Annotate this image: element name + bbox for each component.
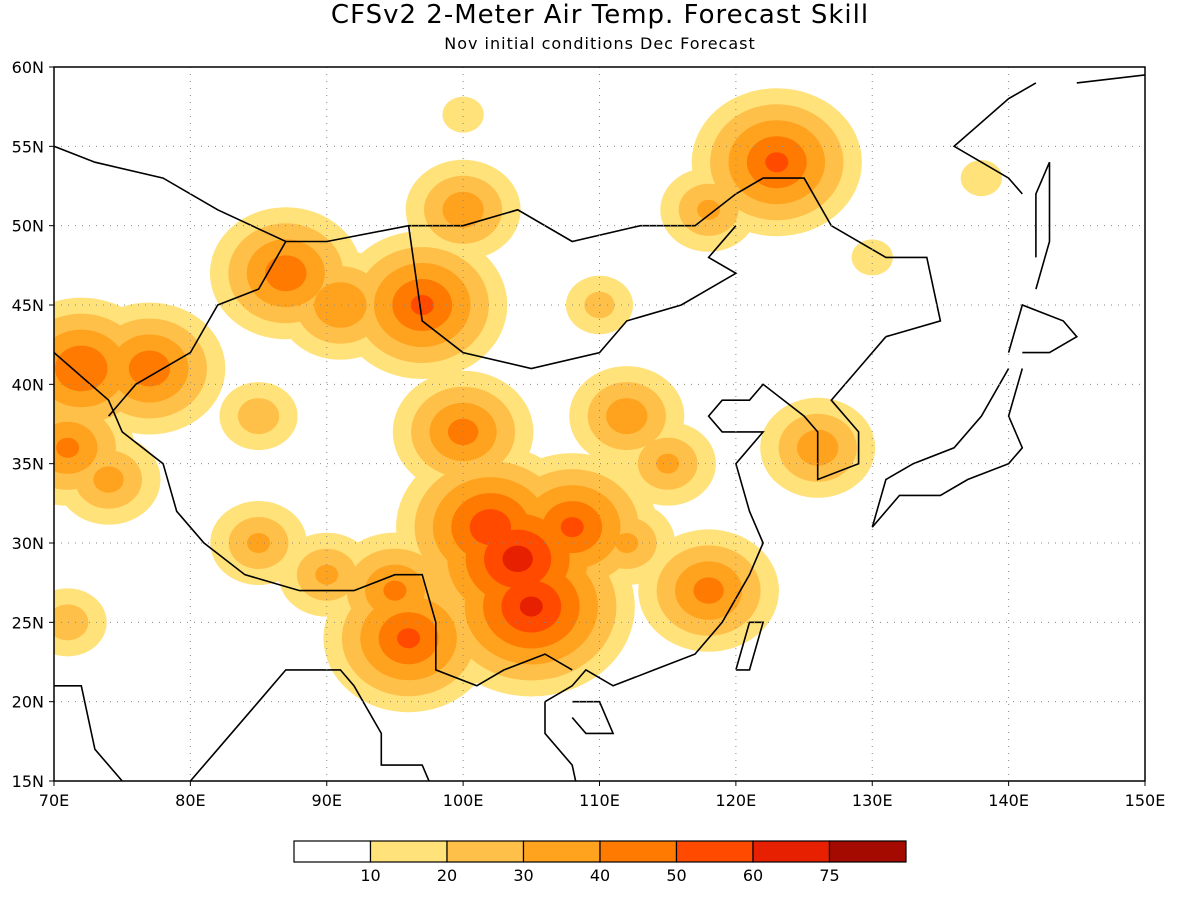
coastline — [1007, 303, 1079, 354]
skill-contour — [410, 295, 434, 315]
colorbar-label: 20 — [437, 866, 457, 885]
skill-contour — [397, 628, 421, 649]
skill-contour — [54, 604, 89, 641]
lat-tick-label: 50N — [12, 217, 44, 236]
skill-contour — [314, 282, 367, 328]
lat-tick-label: 25N — [12, 613, 44, 632]
skill-contour — [697, 199, 721, 220]
skill-contour — [693, 577, 724, 604]
coastline — [1035, 161, 1051, 290]
skill-contour — [960, 160, 1003, 197]
coastline — [1076, 74, 1145, 84]
lat-tick-label: 15N — [12, 772, 44, 791]
coastline — [544, 336, 887, 781]
coastline — [54, 145, 942, 338]
skill-contour — [469, 509, 512, 546]
lon-tick-label: 90E — [312, 791, 342, 810]
skill-contour — [265, 255, 307, 292]
colorbar-swatch — [369, 840, 448, 863]
skill-contour — [442, 96, 484, 133]
coastlines-borders — [54, 74, 1145, 781]
lat-tick-label: 60N — [12, 58, 44, 77]
coastline — [407, 225, 738, 370]
colorbar-label: 50 — [666, 866, 686, 885]
skill-contour — [442, 191, 484, 228]
lon-tick-label: 80E — [175, 791, 205, 810]
skill-contour — [315, 564, 339, 585]
skill-contour — [55, 345, 108, 392]
chart-subtitle: Nov initial conditions Dec Forecast — [444, 34, 756, 53]
lon-tick-label: 150E — [1125, 791, 1166, 810]
coastline — [54, 351, 573, 687]
skill-shading — [54, 88, 1003, 713]
skill-contour — [606, 398, 648, 435]
skill-contour — [93, 466, 124, 493]
skill-contour — [656, 453, 680, 474]
colorbar-swatch — [446, 840, 525, 863]
skill-contour — [851, 239, 893, 276]
colorbar-swatch — [675, 840, 754, 863]
lon-tick-label: 100E — [443, 791, 484, 810]
colorbar-swatch — [752, 840, 831, 863]
skill-contour — [765, 152, 789, 173]
skill-contour — [383, 580, 407, 601]
coastline — [189, 669, 430, 781]
skill-contour — [615, 533, 639, 553]
lon-tick-label: 130E — [852, 791, 893, 810]
colorbar-swatch — [828, 840, 907, 863]
colorbar-swatch — [522, 840, 601, 863]
map-grid — [54, 67, 1145, 781]
lon-tick-label: 140E — [988, 791, 1029, 810]
lat-tick-label: 20N — [12, 693, 44, 712]
skill-contour — [560, 517, 584, 538]
coastline — [871, 368, 1024, 528]
lon-tick-label: 70E — [39, 791, 69, 810]
colorbar-label: 10 — [360, 866, 380, 885]
skill-contour — [519, 596, 543, 617]
lat-tick-label: 30N — [12, 534, 44, 553]
coastline — [54, 685, 123, 781]
coastline — [107, 241, 287, 417]
colorbar-label: 60 — [743, 866, 763, 885]
lat-tick-label: 35N — [12, 455, 44, 474]
colorbar-label: 40 — [590, 866, 610, 885]
colorbar-swatch — [293, 840, 372, 863]
coastline — [735, 621, 765, 671]
colorbar: 10 20 30 40 50 60 75 — [293, 840, 907, 885]
lat-tick-label: 55N — [12, 137, 44, 156]
colorbar-label: 30 — [513, 866, 533, 885]
lon-tick-label: 120E — [716, 791, 757, 810]
coastline — [952, 82, 1037, 195]
lat-tick-label: 40N — [12, 375, 44, 394]
lat-tick-label: 45N — [12, 296, 44, 315]
skill-contour — [128, 350, 171, 387]
chart-title: CFSv2 2-Meter Air Temp. Forecast Skill — [330, 0, 870, 30]
skill-contour — [502, 545, 533, 573]
skill-contour — [237, 398, 280, 435]
colorbar-swatch — [599, 840, 678, 863]
skill-contour — [247, 533, 271, 553]
lon-tick-labels: 70E 80E 90E 100E 110E 120E 130E 140E 150E — [39, 781, 1166, 810]
lon-tick-label: 110E — [579, 791, 620, 810]
lat-tick-labels: 60N 55N 50N 45N 40N 35N 30N 25N 20N 15N — [12, 58, 54, 791]
skill-contour — [56, 437, 80, 458]
colorbar-label: 75 — [819, 866, 839, 885]
coastline — [571, 700, 615, 735]
